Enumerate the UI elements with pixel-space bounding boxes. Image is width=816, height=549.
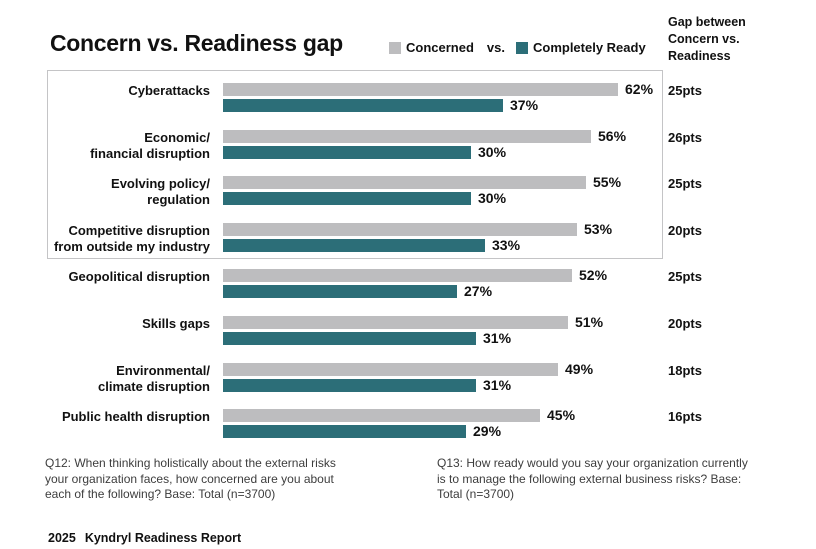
category-label: Environmental/ climate disruption bbox=[98, 363, 210, 394]
risk-group: Environmental/ climate disruption 49% 31% 1… bbox=[48, 361, 788, 395]
gap-label: 25pts bbox=[668, 83, 702, 98]
ready-bar bbox=[223, 99, 503, 112]
value-label: 29% bbox=[473, 423, 502, 439]
ready-bar bbox=[223, 332, 476, 345]
concerned-bar bbox=[223, 176, 586, 189]
value-label: 37% bbox=[510, 97, 539, 113]
ready-bar-row: 30% bbox=[223, 190, 621, 206]
value-label: 49% bbox=[565, 361, 594, 377]
value-label: 62% bbox=[625, 81, 654, 97]
concerned-bar bbox=[223, 269, 572, 282]
bar-pair: 62% 37% bbox=[223, 81, 654, 113]
concerned-bar-row: 45% bbox=[223, 407, 576, 423]
value-label: 27% bbox=[464, 283, 493, 299]
chart-title: Concern vs. Readiness gap bbox=[50, 30, 343, 56]
risk-group: Economic/ financial disruption 56% 30% 26pt… bbox=[48, 128, 788, 162]
ready-bar bbox=[223, 425, 466, 438]
bar-pair: 52% 27% bbox=[223, 267, 608, 299]
concerned-bar bbox=[223, 316, 568, 329]
report-footer: 2025 Kyndryl Readiness Report bbox=[48, 531, 241, 545]
category-label: Skills gaps bbox=[142, 316, 210, 331]
legend-concerned-label: Concerned bbox=[406, 40, 474, 55]
value-label: 53% bbox=[584, 221, 613, 237]
category-label: Geopolitical disruption bbox=[68, 269, 210, 284]
gap-label: 25pts bbox=[668, 176, 702, 191]
concerned-bar-row: 51% bbox=[223, 314, 604, 330]
gap-label: 18pts bbox=[668, 363, 702, 378]
concerned-bar bbox=[223, 363, 558, 376]
value-label: 52% bbox=[579, 267, 608, 283]
bar-pair: 45% 29% bbox=[223, 407, 576, 439]
bar-pair: 51% 31% bbox=[223, 314, 604, 346]
category-label: Cyberattacks bbox=[128, 83, 210, 98]
concerned-bar-row: 52% bbox=[223, 267, 608, 283]
gap-label: 20pts bbox=[668, 316, 702, 331]
value-label: 55% bbox=[593, 174, 622, 190]
ready-swatch-icon bbox=[515, 41, 528, 54]
footnote-q13: Q13: How ready would you say your organi… bbox=[437, 456, 748, 501]
ready-bar bbox=[223, 192, 471, 205]
value-label: 51% bbox=[575, 314, 604, 330]
bar-pair: 55% 30% bbox=[223, 174, 622, 206]
ready-bar-row: 31% bbox=[223, 330, 603, 346]
concerned-bar bbox=[223, 409, 540, 422]
ready-bar-row: 33% bbox=[223, 237, 612, 253]
value-label: 56% bbox=[598, 128, 627, 144]
value-label: 31% bbox=[483, 330, 512, 346]
ready-bar-row: 29% bbox=[223, 423, 575, 439]
category-label: Economic/ financial disruption bbox=[90, 130, 210, 161]
value-label: 31% bbox=[483, 377, 512, 393]
bar-pair: 56% 30% bbox=[223, 128, 627, 160]
value-label: 30% bbox=[478, 144, 507, 160]
risk-group: Evolving policy/ regulation 55% 30% 25pts bbox=[48, 174, 788, 208]
value-label: 45% bbox=[547, 407, 576, 423]
top-risks-highlight-box bbox=[47, 70, 663, 259]
category-label: Evolving policy/ regulation bbox=[111, 176, 210, 207]
risk-group: Cyberattacks 62% 37% 25pts bbox=[48, 81, 788, 113]
footer-year: 2025 bbox=[48, 531, 76, 545]
ready-bar-row: 27% bbox=[223, 283, 607, 299]
gap-label: 20pts bbox=[668, 223, 702, 238]
category-label: Competitive disruption from outside my i… bbox=[53, 223, 210, 254]
concerned-bar-row: 62% bbox=[223, 81, 654, 97]
ready-bar bbox=[223, 239, 485, 252]
footnote-q12: Q12: When thinking holistically about th… bbox=[45, 456, 336, 501]
risk-group: Competitive disruption from outside my i… bbox=[48, 221, 788, 255]
concerned-bar bbox=[223, 83, 618, 96]
ready-bar bbox=[223, 285, 457, 298]
bar-pair: 49% 31% bbox=[223, 361, 594, 393]
gap-label: 16pts bbox=[668, 409, 702, 424]
gap-label: 25pts bbox=[668, 269, 702, 284]
gap-label: 26pts bbox=[668, 130, 702, 145]
concerned-bar-row: 49% bbox=[223, 361, 594, 377]
ready-bar bbox=[223, 146, 471, 159]
concerned-bar-row: 56% bbox=[223, 128, 627, 144]
bar-pair: 53% 33% bbox=[223, 221, 613, 253]
ready-bar bbox=[223, 379, 476, 392]
ready-bar-row: 31% bbox=[223, 377, 593, 393]
concerned-swatch-icon bbox=[389, 41, 401, 54]
ready-bar-row: 30% bbox=[223, 144, 626, 160]
concerned-bar bbox=[223, 223, 577, 236]
footer-report-title: Kyndryl Readiness Report bbox=[84, 531, 242, 545]
chart-legend: Concerned vs. Completely Ready bbox=[389, 40, 646, 55]
legend-ready-label: Completely Ready bbox=[532, 40, 646, 55]
concerned-bar-row: 53% bbox=[223, 221, 613, 237]
risk-group: Skills gaps 51% 31% 20pts bbox=[48, 314, 788, 346]
risk-group: Geopolitical disruption 52% 27% 25pts bbox=[48, 267, 788, 299]
ready-bar-row: 37% bbox=[223, 97, 653, 113]
concerned-bar bbox=[223, 130, 591, 143]
value-label: 33% bbox=[492, 237, 521, 253]
risk-group: Public health disruption 45% 29% 16pts bbox=[48, 407, 788, 439]
value-label: 30% bbox=[478, 190, 507, 206]
category-label: Public health disruption bbox=[61, 409, 210, 424]
gap-column-header: Gap between Concern vs. Readiness bbox=[668, 15, 746, 63]
concerned-bar-row: 55% bbox=[223, 174, 622, 190]
legend-vs-label: vs. bbox=[486, 40, 505, 55]
